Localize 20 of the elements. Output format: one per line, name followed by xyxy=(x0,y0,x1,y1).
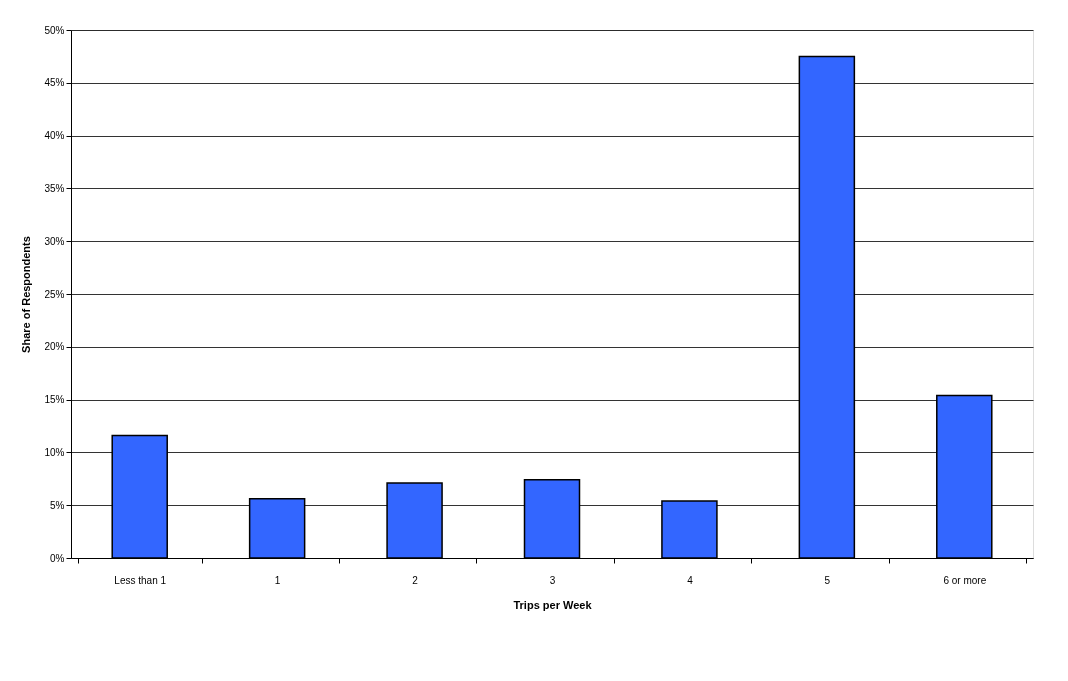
x-tick-label: 6 or more xyxy=(943,574,987,586)
y-tick-label: 5% xyxy=(50,499,65,511)
y-tick-label: 15% xyxy=(44,394,65,406)
y-tick-label: 0% xyxy=(50,552,65,564)
y-axis-title: Share of Respondents xyxy=(20,236,33,353)
y-tick-label: 40% xyxy=(44,130,65,142)
y-tick-label: 35% xyxy=(44,182,65,194)
y-tick-label: 50% xyxy=(44,24,65,36)
y-tick-label: 45% xyxy=(44,77,65,89)
x-tick-label: 3 xyxy=(549,574,556,586)
x-tick-label: Less than 1 xyxy=(114,574,167,586)
y-tick-label: 20% xyxy=(44,341,65,353)
x-tick-label: 1 xyxy=(274,574,281,586)
x-tick-label: 4 xyxy=(687,574,694,586)
x-tick-label: 5 xyxy=(824,574,831,586)
x-axis-title: Trips per Week xyxy=(513,598,593,611)
y-tick-label: 10% xyxy=(44,446,65,458)
x-tick-label: 2 xyxy=(412,574,419,586)
y-tick-label: 30% xyxy=(44,235,65,247)
y-tick-label: 25% xyxy=(44,288,65,300)
